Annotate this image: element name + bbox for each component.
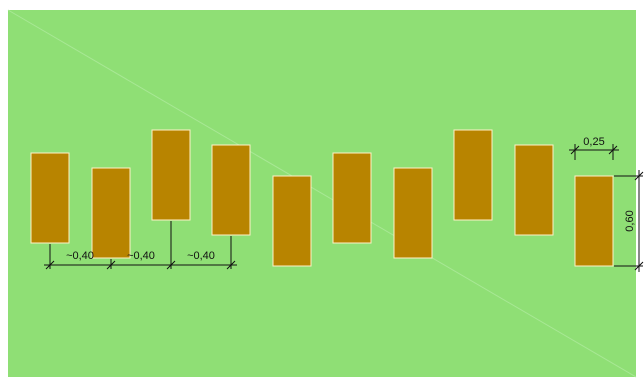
height-dimension [614, 170, 644, 272]
width-label: 0,25 [583, 136, 604, 148]
width-tick-left [570, 145, 580, 155]
spacing-label-2: ~0,40 [127, 250, 155, 262]
spacing-dimension [44, 221, 237, 270]
lawn-diagonal-line [7, 9, 637, 378]
stepping-stone-2 [91, 167, 131, 259]
spacing-label-3: ~0,40 [187, 250, 215, 262]
height-tick-bottom [634, 261, 644, 271]
stepping-stone-1 [30, 152, 70, 244]
stepping-stone-10 [574, 175, 614, 267]
height-label: 0,60 [624, 210, 636, 231]
width-dimension [569, 144, 619, 160]
spacing-tick-4 [226, 260, 236, 270]
spacing-tick-1 [45, 260, 55, 270]
stepping-stones [30, 129, 614, 267]
stepping-stone-6 [332, 152, 372, 244]
height-tick-top [634, 171, 644, 181]
stepping-stone-8 [453, 129, 493, 221]
spacing-tick-3 [166, 260, 176, 270]
stepping-stone-9 [514, 144, 554, 236]
stepping-stone-4 [211, 144, 251, 236]
stepping-stone-7 [393, 167, 433, 259]
spacing-tick-2 [106, 260, 116, 270]
spacing-label-1: ~0,40 [66, 250, 94, 262]
stepping-stone-3 [151, 129, 191, 221]
width-tick-right [608, 145, 618, 155]
stepping-stone-5 [272, 175, 312, 267]
